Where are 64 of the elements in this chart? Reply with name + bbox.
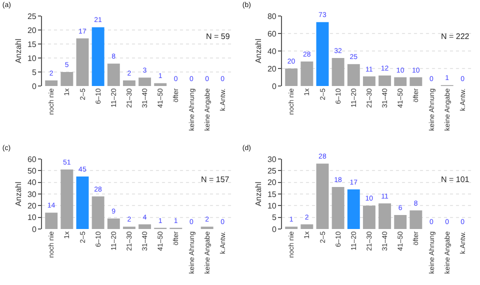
- annotation: N = 157: [201, 175, 230, 184]
- bar: [285, 68, 298, 86]
- y-tick-label: 15: [267, 190, 277, 199]
- bar: [347, 189, 360, 229]
- y-tick-label: 30: [267, 154, 277, 164]
- bar: [332, 187, 344, 229]
- bar: [316, 164, 329, 229]
- y-tick-label: 0: [272, 82, 277, 91]
- bar: [107, 218, 120, 229]
- bar: [300, 62, 314, 86]
- y-axis-title: Anzahl: [254, 38, 264, 64]
- bar: [332, 58, 344, 86]
- bar: [60, 72, 74, 86]
- bar: [92, 27, 104, 86]
- bar: [92, 196, 104, 229]
- bar: [138, 224, 152, 229]
- y-tick-label: 40: [267, 46, 277, 56]
- bar: [347, 64, 360, 86]
- y-tick-label: 80: [267, 12, 277, 21]
- annotation: N = 222: [441, 32, 470, 41]
- y-tick-label: 10: [267, 201, 277, 210]
- bar: [394, 215, 407, 229]
- annotation: N = 101: [441, 175, 470, 184]
- bar: [154, 83, 167, 86]
- y-tick-label: 0: [32, 82, 37, 91]
- bar: [45, 80, 58, 86]
- y-tick-label: 20: [27, 201, 37, 210]
- y-tick-label: 20: [267, 64, 277, 74]
- y-axis-title: Anzahl: [14, 38, 24, 64]
- bar: [122, 80, 136, 86]
- y-tick-label: 20: [267, 178, 277, 188]
- bar: [410, 210, 422, 229]
- y-tick-label: 25: [27, 12, 37, 21]
- bar: [107, 64, 120, 86]
- bar: [394, 77, 407, 86]
- y-tick-label: 10: [27, 213, 37, 222]
- bar: [410, 77, 422, 86]
- y-tick-label: 50: [27, 166, 37, 176]
- annotation: N = 59: [206, 32, 230, 41]
- y-tick-label: 60: [267, 29, 277, 38]
- y-tick-label: 60: [27, 154, 37, 164]
- bar: [300, 224, 314, 229]
- y-tick-label: 5: [272, 213, 277, 222]
- bar: [45, 212, 58, 229]
- y-tick-label: 20: [27, 26, 37, 35]
- bar: [362, 206, 376, 229]
- y-tick-label: 30: [27, 190, 37, 199]
- bar: [138, 78, 152, 86]
- y-tick-label: 40: [27, 178, 37, 188]
- y-tick-label: 0: [272, 224, 277, 234]
- y-tick-label: 5: [32, 68, 37, 77]
- y-tick-label: 25: [267, 166, 277, 176]
- bar: [378, 203, 392, 229]
- y-axis-title: Anzahl: [254, 182, 264, 206]
- bar: [362, 76, 376, 86]
- bar: [60, 170, 74, 229]
- y-tick-label: 15: [27, 40, 37, 49]
- bar: [76, 176, 89, 229]
- y-axis-title: Anzahl: [14, 182, 24, 206]
- bar: [316, 22, 329, 86]
- y-tick-label: 0: [32, 224, 37, 234]
- y-tick-label: 10: [27, 54, 37, 63]
- bar: [76, 38, 89, 86]
- bar: [378, 76, 392, 86]
